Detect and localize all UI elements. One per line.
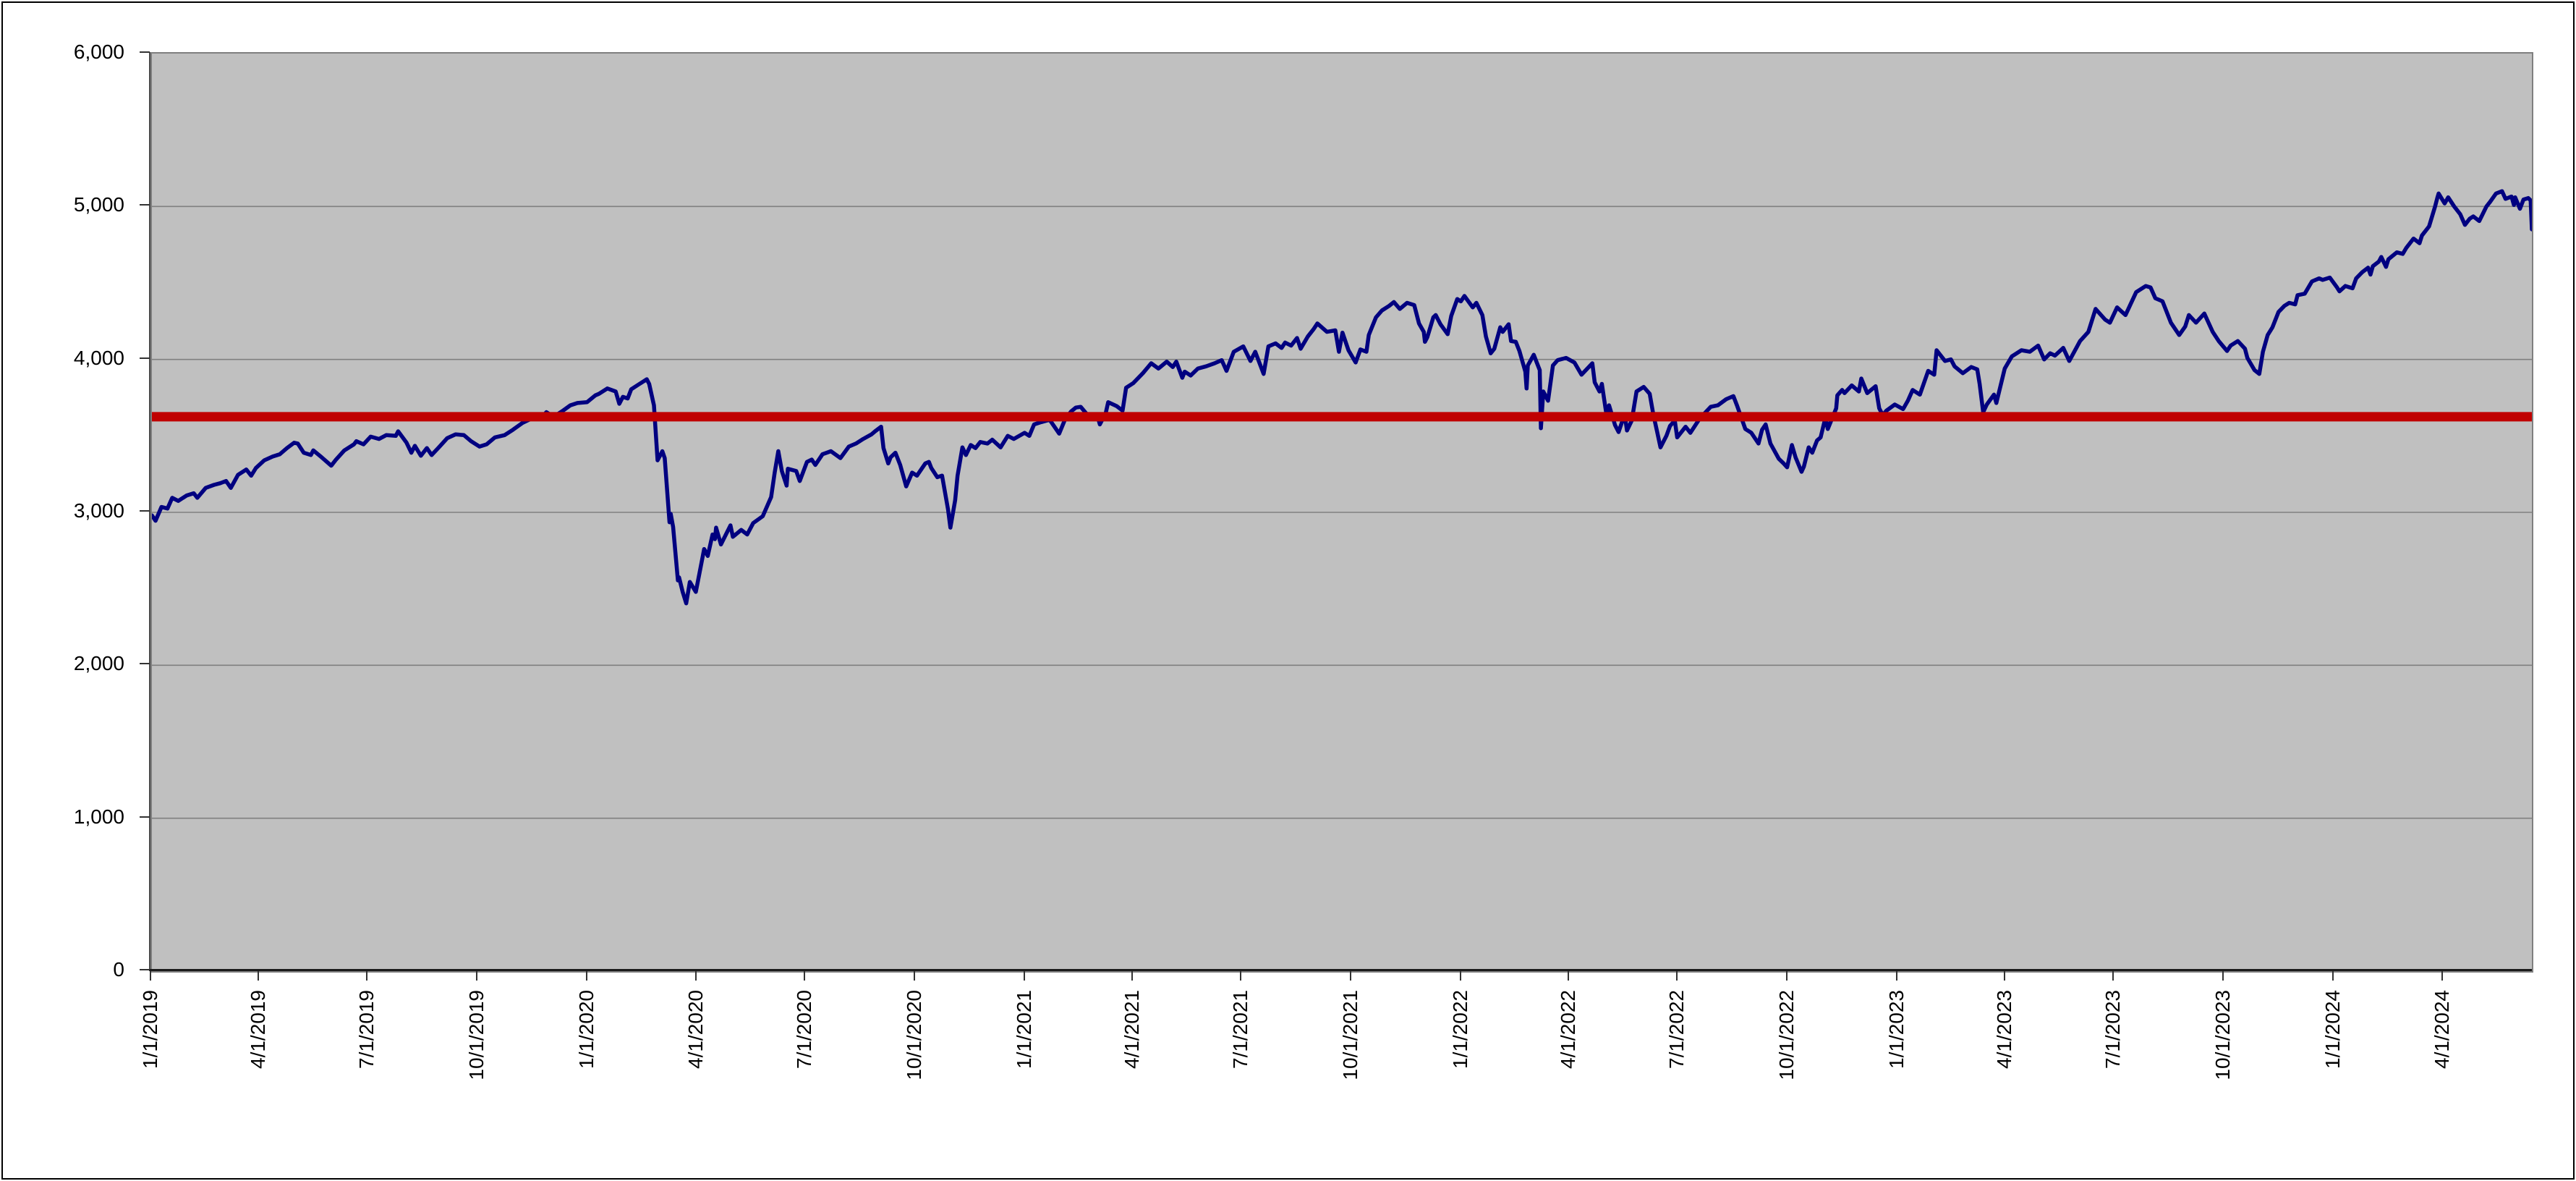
x-tick-label: 4/1/2024 — [2430, 990, 2453, 1069]
x-tick-mark — [2222, 971, 2224, 981]
plot-svg — [152, 54, 2532, 971]
x-tick-mark — [1023, 971, 1025, 981]
x-tick-label: 1/1/2019 — [139, 990, 161, 1069]
x-tick-label: 1/1/2020 — [575, 990, 598, 1069]
y-tick-label: 4,000 — [73, 346, 124, 369]
x-tick-mark — [1896, 971, 1898, 981]
x-axis-line — [149, 969, 2532, 971]
x-tick-label: 1/1/2023 — [1885, 990, 1908, 1069]
y-tick-mark — [140, 51, 150, 53]
y-tick-label: 2,000 — [73, 652, 124, 675]
x-tick-label: 4/1/2022 — [1556, 990, 1579, 1069]
x-tick-label: 4/1/2019 — [246, 990, 269, 1069]
x-tick-mark — [257, 971, 259, 981]
x-tick-mark — [1786, 971, 1788, 981]
x-tick-label: 10/1/2021 — [1339, 990, 1362, 1080]
x-tick-mark — [694, 971, 697, 981]
x-tick-label: 7/1/2020 — [792, 990, 815, 1069]
x-tick-label: 1/1/2022 — [1449, 990, 1472, 1069]
x-tick-label: 7/1/2022 — [1665, 990, 1688, 1069]
x-tick-mark — [1350, 971, 1352, 981]
x-tick-mark — [1131, 971, 1133, 981]
y-tick-mark — [140, 510, 150, 512]
x-tick-label: 4/1/2021 — [1120, 990, 1143, 1069]
x-tick-mark — [2003, 971, 2005, 981]
x-tick-mark — [1676, 971, 1678, 981]
x-tick-mark — [1460, 971, 1462, 981]
x-tick-label: 4/1/2023 — [1992, 990, 2015, 1069]
y-tick-mark — [140, 969, 150, 970]
x-tick-label: 7/1/2019 — [355, 990, 378, 1069]
index-value-line — [152, 189, 2532, 606]
x-tick-label: 10/1/2019 — [465, 990, 488, 1080]
x-tick-mark — [1240, 971, 1242, 981]
x-tick-mark — [586, 971, 588, 981]
y-tick-label: 0 — [113, 958, 124, 981]
y-tick-label: 3,000 — [73, 499, 124, 522]
y-tick-mark — [140, 204, 150, 206]
x-tick-label: 10/1/2022 — [1775, 990, 1798, 1080]
x-tick-label: 10/1/2020 — [902, 990, 925, 1080]
y-tick-mark — [140, 816, 150, 818]
x-tick-label: 1/1/2021 — [1012, 990, 1035, 1069]
plot-area — [150, 52, 2533, 973]
x-tick-mark — [913, 971, 915, 981]
y-tick-mark — [140, 357, 150, 359]
x-tick-mark — [150, 971, 151, 981]
x-tick-label: 7/1/2021 — [1229, 990, 1252, 1069]
y-tick-label: 1,000 — [73, 805, 124, 828]
x-tick-label: 1/1/2024 — [2321, 990, 2345, 1069]
y-tick-mark — [140, 663, 150, 665]
x-tick-label: 10/1/2023 — [2211, 990, 2235, 1080]
x-tick-mark — [803, 971, 805, 981]
x-tick-mark — [1567, 971, 1569, 981]
y-tick-label: 6,000 — [73, 41, 124, 63]
y-tick-label: 5,000 — [73, 193, 124, 216]
x-tick-mark — [366, 971, 368, 981]
x-tick-label: 4/1/2020 — [684, 990, 707, 1069]
x-tick-mark — [2112, 971, 2114, 981]
y-axis-line — [149, 52, 150, 971]
x-tick-mark — [2441, 971, 2443, 981]
x-tick-mark — [2332, 971, 2334, 981]
x-tick-label: 7/1/2023 — [2101, 990, 2125, 1069]
x-tick-mark — [476, 971, 478, 981]
